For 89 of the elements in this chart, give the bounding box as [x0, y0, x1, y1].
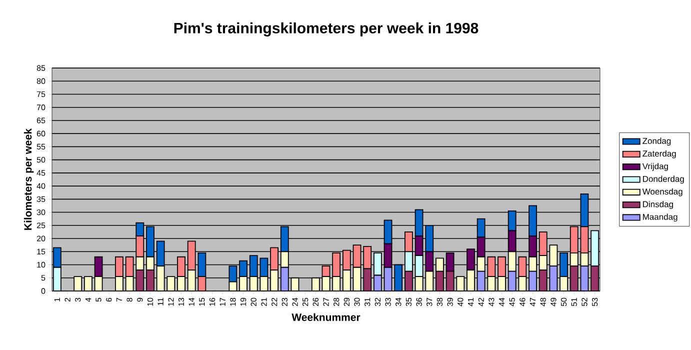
- bar: [384, 220, 392, 244]
- x-tick-label: 16: [209, 298, 216, 306]
- x-tick-label: 33: [385, 298, 391, 306]
- x-tick-label: 22: [272, 298, 278, 306]
- bar: [549, 266, 558, 291]
- bar: [580, 226, 589, 254]
- bar: [466, 248, 475, 270]
- legend-label: Maandag: [643, 214, 678, 222]
- y-tick-label: 35: [36, 196, 46, 202]
- y-tick-label: 85: [36, 65, 46, 71]
- x-tick-label: 11: [158, 298, 164, 306]
- y-tick-label: 60: [36, 130, 46, 136]
- y-tick-label: 70: [36, 104, 46, 110]
- x-tick-label: 2: [64, 298, 70, 302]
- x-tick-label: 34: [396, 298, 402, 306]
- x-tick-label: 5: [96, 298, 102, 302]
- y-tick-label: 25: [36, 222, 46, 228]
- y-tick-label: 15: [37, 248, 46, 254]
- y-tick-label: 5: [41, 275, 46, 281]
- x-tick-label: 20: [250, 298, 256, 306]
- x-tick-label: 48: [540, 298, 546, 306]
- x-tick-label: 53: [592, 298, 598, 306]
- x-tick-label: 45: [509, 298, 515, 306]
- legend-label: Woensdag: [642, 188, 682, 196]
- x-tick-label: 13: [178, 298, 184, 306]
- x-tick-label: 30: [354, 298, 360, 306]
- x-tick-label: 8: [126, 298, 132, 302]
- legend-label: Vrijdag: [642, 163, 668, 171]
- legend-label: Zaterdag: [642, 150, 676, 158]
- bar: [94, 256, 103, 278]
- x-tick-label: 41: [468, 298, 474, 306]
- x-tick-label: 31: [364, 298, 370, 306]
- legend-label: Dinsdag: [643, 200, 673, 209]
- chart-title: Pim's trainingskilometers per week in 1998: [174, 22, 478, 36]
- y-tick-label: 20: [36, 236, 46, 242]
- x-tick-label: 9: [137, 298, 143, 302]
- x-tick-label: 14: [188, 298, 194, 306]
- y-tick-label: 55: [36, 144, 46, 150]
- x-tick-label: 17: [220, 298, 226, 306]
- y-tick-label: 45: [36, 170, 46, 176]
- x-tick-label: 4: [85, 298, 91, 302]
- x-tick-label: 37: [426, 298, 432, 306]
- y-tick-label: 50: [36, 156, 46, 163]
- x-tick-label: 3: [75, 298, 81, 302]
- x-tick-label: 42: [478, 298, 484, 306]
- y-tick-label: 75: [36, 91, 46, 98]
- x-tick-label: 46: [520, 298, 526, 306]
- x-tick-label: 36: [416, 298, 422, 306]
- y-tick-label: 80: [36, 78, 46, 84]
- bar: [580, 193, 589, 228]
- x-tick-label: 12: [168, 298, 174, 306]
- x-tick-label: 27: [323, 298, 329, 306]
- x-tick-label: 10: [147, 298, 154, 306]
- x-tick-label: 32: [374, 298, 381, 306]
- x-tick-label: 44: [499, 298, 505, 306]
- x-tick-label: 35: [406, 298, 412, 306]
- x-tick-label: 40: [458, 298, 464, 306]
- x-tick-label: 51: [571, 298, 577, 306]
- x-tick-label: 7: [116, 298, 122, 302]
- x-tick-label: 18: [230, 298, 236, 306]
- y-tick-label: 40: [36, 183, 46, 189]
- x-tick-label: 52: [582, 298, 588, 306]
- x-tick-label: 6: [106, 298, 112, 302]
- legend-label: Zondag: [642, 138, 671, 146]
- x-tick-label: 1: [54, 298, 60, 302]
- x-axis-title: Weeknummer: [292, 313, 360, 321]
- x-tick-label: 43: [488, 298, 494, 306]
- y-tick-label: 30: [36, 209, 46, 216]
- x-tick-label: 21: [261, 298, 267, 306]
- x-tick-label: 15: [199, 298, 205, 306]
- x-tick-label: 26: [312, 298, 318, 306]
- x-tick-label: 24: [292, 298, 298, 306]
- x-tick-label: 50: [560, 298, 567, 306]
- x-tick-label: 25: [302, 298, 308, 306]
- x-tick-label: 38: [436, 298, 443, 306]
- x-tick-label: 23: [282, 298, 288, 306]
- x-tick-label: 28: [334, 298, 340, 306]
- y-tick-label: 10: [37, 262, 46, 268]
- bar: [580, 266, 589, 291]
- bar: [352, 244, 362, 268]
- legend-label: Donderdag: [643, 176, 684, 184]
- y-axis-title: Kilometers per week: [24, 128, 34, 230]
- x-tick-label: 19: [240, 298, 246, 306]
- x-tick-label: 39: [447, 298, 453, 306]
- y-tick-label: 65: [36, 118, 46, 124]
- x-tick-label: 49: [550, 298, 556, 306]
- x-tick-label: 29: [344, 298, 350, 306]
- x-tick-label: 47: [530, 298, 536, 306]
- y-tick-label: 0: [41, 288, 46, 294]
